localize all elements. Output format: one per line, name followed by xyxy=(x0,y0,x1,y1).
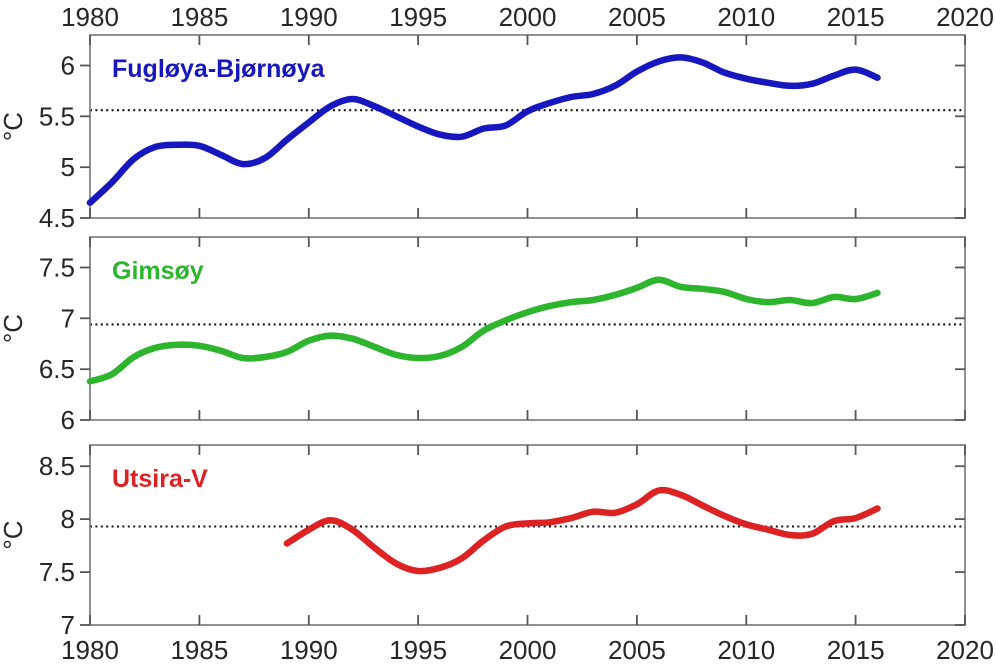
x-axis-bottom-tick-label: 2010 xyxy=(717,635,775,664)
panel-title: Utsira-V xyxy=(112,465,208,493)
y-axis-unit-label: °C xyxy=(0,520,28,549)
x-axis-top-tick-label: 1990 xyxy=(280,2,338,32)
y-axis-tick-label: 6 xyxy=(61,51,75,81)
x-axis-bottom-tick-label: 2005 xyxy=(608,635,666,664)
x-axis-bottom-tick-label: 2000 xyxy=(499,635,557,664)
x-axis-top-tick-label: 2010 xyxy=(717,2,775,32)
panel-2: 6 6.5 7 7.5 Gimsøy °C xyxy=(0,236,966,435)
panel-box xyxy=(89,444,966,626)
x-axis-bottom-tick-label: 1990 xyxy=(280,635,338,664)
y-axis-tick-label: 5.5 xyxy=(39,101,75,131)
panel-title: Gimsøy xyxy=(112,257,204,285)
x-axis-top-tick-label: 1985 xyxy=(170,2,228,32)
series-line xyxy=(86,276,881,385)
y-axis-tick-label: 4.5 xyxy=(39,203,75,233)
y-axis-tick-label: 6 xyxy=(61,405,75,435)
series-line xyxy=(283,486,881,575)
panel-3: 7 7.5 8 8.5 Utsira-V °C xyxy=(0,444,966,640)
panel-title: Fugløya-Bjørnøya xyxy=(112,55,326,83)
panel-box xyxy=(89,236,966,421)
y-axis-tick-label: 6.5 xyxy=(39,354,75,384)
x-axis-top-tick-label: 2000 xyxy=(499,2,557,32)
x-axis-bottom-tick-label: 1980 xyxy=(61,635,119,664)
panel-1: 4.5 5 5.5 6 Fugløya-Bjørnøya °C xyxy=(0,34,966,233)
y-axis-tick-label: 7.5 xyxy=(39,253,75,283)
x-axis-bottom-tick-label: 2020 xyxy=(936,635,994,664)
y-axis-unit-label: °C xyxy=(0,314,28,343)
x-axis-top-tick-label: 2015 xyxy=(827,2,885,32)
x-axis-bottom-tick-label: 1995 xyxy=(389,635,447,664)
x-axis-bottom-tick-label: 2015 xyxy=(827,635,885,664)
y-axis-tick-label: 8.5 xyxy=(39,451,75,481)
series-line xyxy=(86,54,881,206)
y-axis-unit-label: °C xyxy=(0,112,28,141)
x-axis-top-tick-label: 1995 xyxy=(389,2,447,32)
y-axis-tick-label: 7 xyxy=(61,610,75,640)
x-axis-top-tick-label: 1980 xyxy=(61,2,119,32)
y-axis-tick-label: 5 xyxy=(61,152,75,182)
y-axis-tick-label: 7 xyxy=(61,303,75,333)
x-axis-top-tick-label: 2005 xyxy=(608,2,666,32)
y-axis-tick-label: 8 xyxy=(61,504,75,534)
y-axis-tick-label: 7.5 xyxy=(39,557,75,587)
x-axis-top-tick-label: 2020 xyxy=(936,2,994,32)
x-axis-bottom-tick-label: 1985 xyxy=(170,635,228,664)
